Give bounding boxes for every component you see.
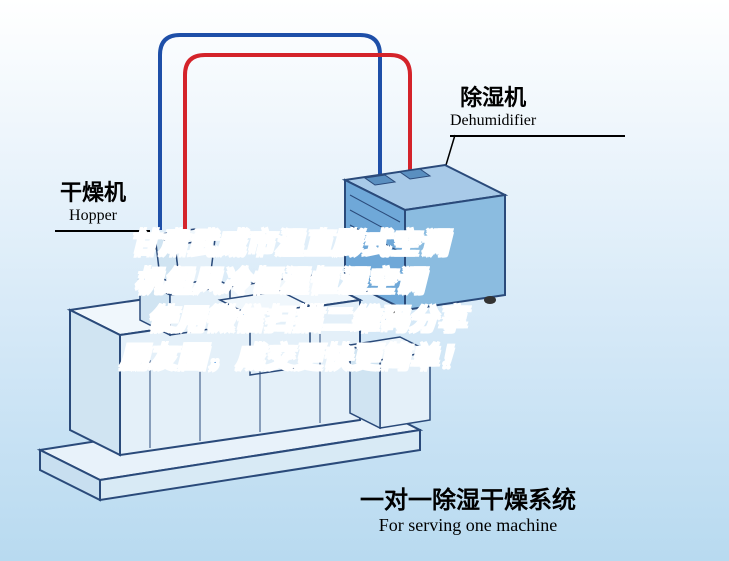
overlay-line2: 机组风冷恒温恒湿空调 [135,260,425,300]
hopper-en: Hopper [60,207,126,225]
system-label: 一对一除湿干燥系统 For serving one machine [360,480,576,536]
system-en: For serving one machine [360,515,576,536]
dehumidifier-label: 除湿机 Dehumidifier [450,80,536,130]
hopper-label: 干燥机 Hopper [60,175,126,225]
underline-dehum [450,135,625,137]
overlay-line3: 使用微信扫描二维码分享 [148,298,467,338]
dehumidifier-cn: 除湿机 [450,80,536,112]
system-cn: 一对一除湿干燥系统 [360,480,576,515]
dehumidifier-en: Dehumidifier [450,112,536,130]
hopper-cn: 干燥机 [60,175,126,207]
overlay-line1: 甘肃武威市温直膨式空调 [130,222,449,262]
overlay-line4: 朋友圈，成交更快更简单！ [120,336,468,376]
